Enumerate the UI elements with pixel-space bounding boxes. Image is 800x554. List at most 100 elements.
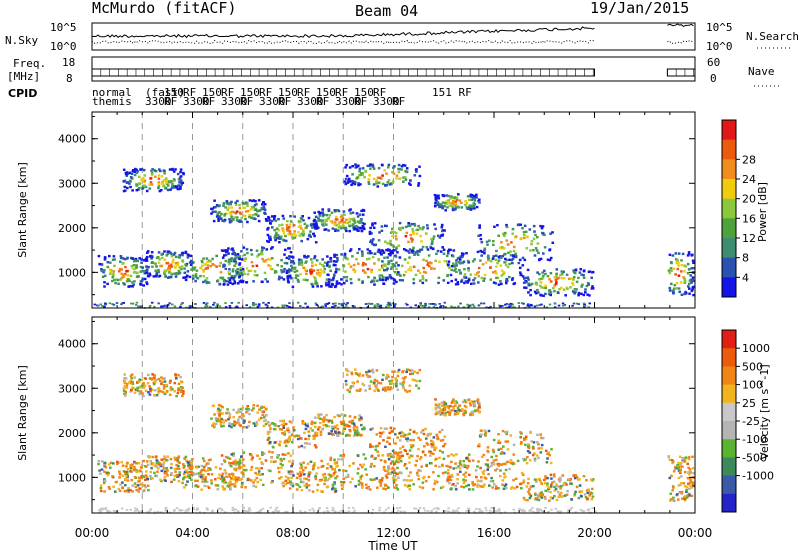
echo-cell	[150, 169, 153, 172]
echo-cell	[141, 382, 145, 385]
echo-cell	[299, 273, 302, 276]
echo-cell	[529, 288, 532, 292]
echo-cell	[457, 408, 461, 412]
echo-cell	[378, 176, 381, 179]
ground-scatter-cell	[333, 510, 337, 513]
echo-cell	[473, 207, 476, 210]
echo-cell	[406, 433, 409, 436]
ground-scatter-cell	[463, 306, 466, 309]
echo-cell	[461, 255, 464, 258]
echo-cell	[489, 480, 493, 483]
echo-cell	[402, 435, 406, 438]
echo-cell	[378, 479, 382, 482]
echo-cell	[300, 480, 303, 484]
echo-cell	[386, 470, 390, 473]
echo-cell	[227, 252, 230, 255]
echo-cell	[154, 262, 157, 265]
echo-cell	[407, 474, 411, 478]
echo-cell	[307, 255, 310, 258]
echo-cell	[321, 264, 324, 267]
echo-cell	[317, 413, 320, 416]
ground-scatter-cell	[324, 303, 327, 306]
echo-cell	[385, 224, 388, 228]
echo-cell	[227, 206, 230, 209]
echo-cell	[316, 285, 319, 288]
cpid-entry: 150	[354, 86, 374, 99]
echo-cell	[230, 462, 233, 465]
echo-cell	[316, 488, 319, 492]
echo-cell	[537, 291, 540, 294]
echo-cell	[478, 224, 481, 227]
echo-cell	[374, 243, 377, 246]
echo-cell	[132, 469, 136, 472]
echo-cell	[450, 204, 453, 208]
echo-cell	[349, 248, 353, 251]
echo-cell	[171, 182, 174, 186]
echo-cell	[119, 256, 123, 260]
echo-cell	[329, 432, 333, 435]
echo-cell	[529, 494, 533, 497]
echo-cell	[286, 220, 289, 223]
echo-cell	[440, 439, 443, 442]
echo-cell	[345, 276, 349, 279]
echo-cell	[256, 480, 259, 484]
echo-cell	[469, 273, 473, 276]
echo-cell	[361, 486, 364, 489]
echo-cell	[264, 259, 268, 262]
echo-cell	[500, 269, 504, 272]
ground-scatter-cell	[164, 506, 168, 509]
echo-cell	[550, 483, 553, 486]
echo-cell	[169, 379, 172, 382]
echo-cell	[388, 276, 391, 279]
echo-cell	[377, 181, 381, 184]
echo-cell	[329, 456, 333, 459]
echo-cell	[504, 257, 507, 261]
echo-cell	[336, 434, 340, 437]
echo-cell	[339, 215, 343, 219]
echo-cell	[267, 257, 270, 261]
echo-cell	[331, 486, 335, 489]
echo-cell	[499, 264, 503, 267]
echo-cell	[447, 476, 450, 480]
ground-scatter-cell	[257, 304, 260, 307]
echo-cell	[335, 475, 339, 478]
echo-cell	[255, 420, 259, 424]
echo-cell	[109, 461, 113, 464]
echo-cell	[367, 370, 371, 373]
echo-cell	[280, 466, 283, 469]
echo-cell	[137, 470, 140, 473]
echo-cell	[281, 453, 285, 456]
echo-cell	[395, 177, 398, 180]
echo-cell	[149, 470, 152, 474]
echo-cell	[226, 408, 229, 411]
echo-cell	[246, 405, 250, 408]
ground-scatter-cell	[364, 303, 368, 305]
ground-scatter-cell	[352, 306, 355, 309]
echo-cell	[145, 257, 148, 260]
echo-cell	[136, 170, 139, 173]
ground-scatter-cell	[533, 305, 537, 308]
echo-cell	[511, 261, 514, 265]
echo-cell	[190, 464, 193, 467]
echo-cell	[315, 259, 319, 262]
echo-cell	[233, 485, 237, 488]
echo-cell	[454, 206, 458, 209]
echo-cell	[404, 225, 408, 229]
echo-cell	[159, 169, 162, 173]
echo-cell	[169, 473, 173, 476]
ground-scatter-cell	[485, 306, 488, 309]
echo-cell	[394, 249, 397, 252]
echo-cell	[672, 496, 675, 499]
echo-cell	[349, 212, 352, 215]
echo-cell	[279, 235, 283, 238]
echo-cell	[103, 281, 106, 284]
echo-cell	[182, 171, 185, 175]
cpid-last-entry: 151 RF	[432, 86, 472, 99]
echo-cell	[472, 279, 475, 282]
echo-cell	[199, 274, 202, 278]
echo-cell	[274, 270, 278, 274]
echo-cell	[139, 280, 143, 283]
echo-cell	[291, 484, 295, 487]
echo-cell	[146, 266, 149, 269]
echo-cell	[452, 249, 456, 252]
